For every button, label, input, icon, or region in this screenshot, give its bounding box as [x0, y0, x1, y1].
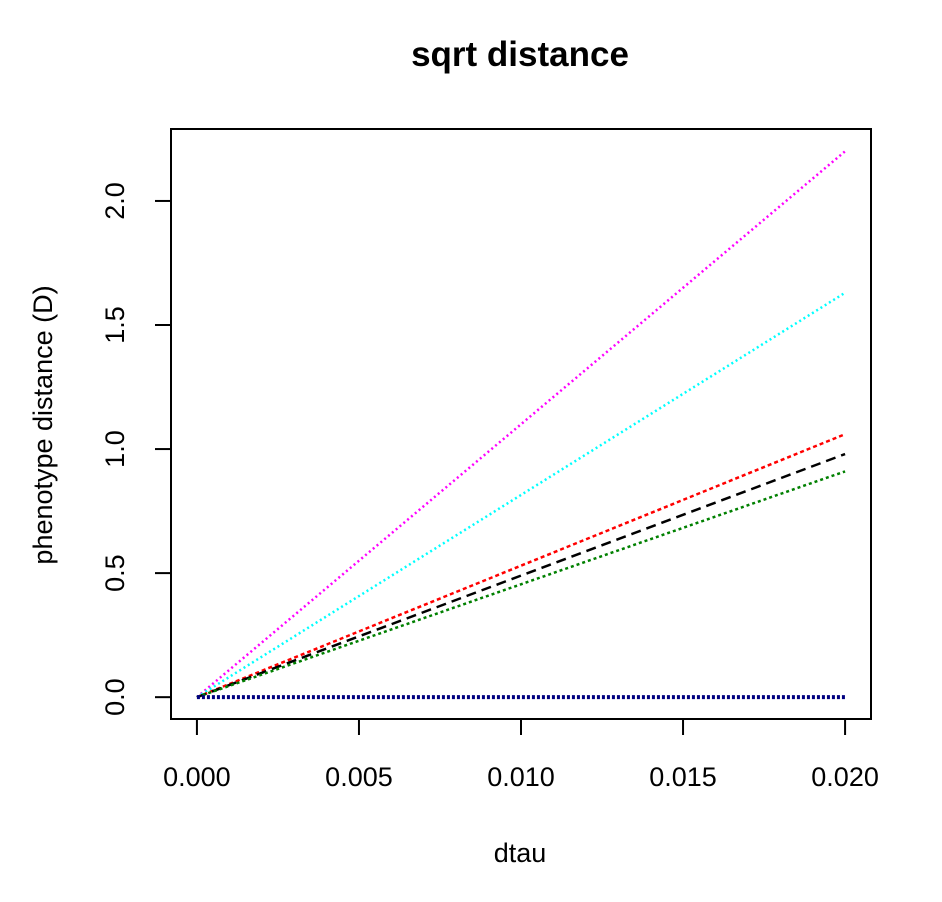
series-line-2 [196, 291, 846, 699]
y-axis-label: phenotype distance (D) [28, 285, 58, 564]
y-tick-label: 2.0 [100, 182, 130, 220]
x-tick-label: 0.000 [163, 762, 231, 792]
x-tick-label: 0.020 [811, 762, 879, 792]
chart-title: sqrt distance [411, 35, 629, 74]
series-layer [196, 150, 846, 700]
y-tick-label: 1.0 [100, 430, 130, 468]
plot-frame [170, 128, 872, 720]
x-axis-label: dtau [494, 838, 547, 868]
x-tick-label: 0.015 [649, 762, 717, 792]
x-tick-label: 0.005 [325, 762, 393, 792]
y-axis: 0.0 0.5 1.0 1.5 2.0 [100, 182, 172, 716]
series-line-1 [196, 150, 846, 699]
x-tick-label: 0.010 [487, 762, 555, 792]
y-tick-label: 1.5 [100, 306, 130, 344]
y-tick-label: 0.0 [100, 678, 130, 716]
x-axis: 0.000 0.005 0.010 0.015 0.020 [163, 718, 879, 792]
series-line-3 [196, 433, 846, 699]
series-line-5 [196, 470, 846, 699]
series-line-4 [196, 452, 846, 699]
y-tick-label: 0.5 [100, 554, 130, 592]
